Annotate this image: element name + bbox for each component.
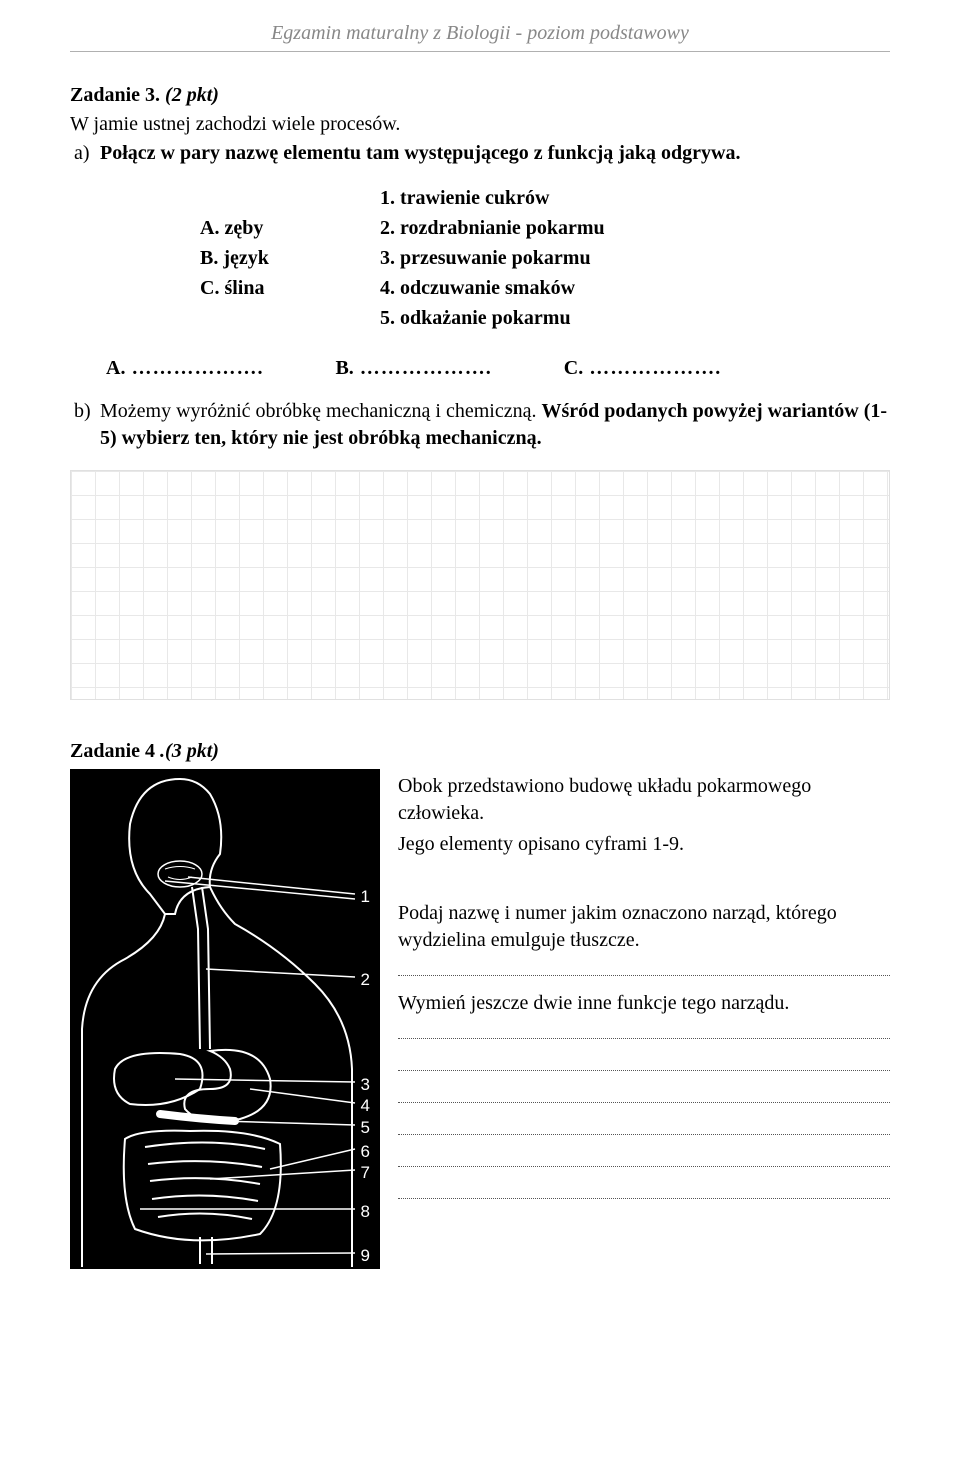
- answer-line[interactable]: [398, 958, 890, 976]
- task4-right: Obok przedstawiono budowę układu pokarmo…: [380, 769, 890, 1213]
- answer-line[interactable]: [398, 1149, 890, 1167]
- task3-intro: W jamie ustnej zachodzi wiele procesów.: [70, 111, 890, 138]
- task3-points: (2 pkt): [165, 84, 219, 106]
- right-item-2: 2. rozdrabnianie pokarmu: [380, 213, 700, 243]
- answer-C-label: C.: [564, 355, 583, 382]
- fig-label-1: 1: [361, 886, 370, 909]
- task3-subtask-b: b) Możemy wyróżnić obróbkę mechaniczną i…: [70, 398, 890, 452]
- left-item-C: C. ślina: [200, 273, 380, 303]
- right-item-4: 4. odczuwanie smaków: [380, 273, 700, 303]
- digestive-figure: 1 2 3 4 5 6 7 8 9: [70, 769, 380, 1269]
- answer-line[interactable]: [398, 1021, 890, 1039]
- task4-prompt1: Podaj nazwę i numer jakim oznaczono narz…: [398, 900, 890, 954]
- fig-label-5: 5: [361, 1117, 370, 1140]
- answer-C-dots: ……………….: [589, 355, 721, 382]
- answer-line[interactable]: [398, 1053, 890, 1071]
- answer-line[interactable]: [398, 1117, 890, 1135]
- right-item-5: 5. odkażanie pokarmu: [380, 303, 700, 333]
- subtask-a-body: Połącz w pary nazwę elementu tam występu…: [100, 140, 890, 167]
- task-3: Zadanie 3. (2 pkt) W jamie ustnej zachod…: [70, 82, 890, 700]
- fig-label-7: 7: [361, 1162, 370, 1185]
- fig-label-2: 2: [361, 969, 370, 992]
- fig-label-6: 6: [361, 1141, 370, 1164]
- task-4: Zadanie 4 .(3 pkt): [70, 738, 890, 1269]
- fig-label-9: 9: [361, 1245, 370, 1268]
- answer-A[interactable]: A. ……………….: [106, 355, 263, 382]
- page-header: Egzamin maturalny z Biologii - poziom po…: [70, 20, 890, 52]
- task4-text2: Jego elementy opisano cyframi 1-9.: [398, 831, 890, 858]
- left-item-A: A. zęby: [200, 213, 380, 243]
- task4-prompt2: Wymień jeszcze dwie inne funkcje tego na…: [398, 990, 890, 1017]
- answer-B[interactable]: B. ……………….: [335, 355, 491, 382]
- answer-C[interactable]: C. ……………….: [564, 355, 721, 382]
- task4-title: Zadanie 4: [70, 740, 155, 762]
- answer-line[interactable]: [398, 1181, 890, 1199]
- answer-A-dots: ……………….: [131, 355, 263, 382]
- right-item-1: 1. trawienie cukrów: [380, 183, 700, 213]
- task3-subtask-a: a) Połącz w pary nazwę elementu tam wyst…: [70, 140, 890, 167]
- subtask-b-letter: b): [70, 398, 100, 452]
- answer-line[interactable]: [398, 1085, 890, 1103]
- fig-label-8: 8: [361, 1201, 370, 1224]
- match-columns: A. zęby B. język C. ślina 1. trawienie c…: [200, 183, 890, 333]
- task3-title: Zadanie 3.: [70, 84, 160, 106]
- match-right: 1. trawienie cukrów 2. rozdrabnianie pok…: [380, 183, 700, 333]
- answer-B-label: B.: [335, 355, 353, 382]
- answer-row: A. ………………. B. ………………. C. ……………….: [106, 355, 890, 382]
- task4-text1: Obok przedstawiono budowę układu pokarmo…: [398, 773, 890, 827]
- fig-label-3: 3: [361, 1074, 370, 1097]
- subtask-a-letter: a): [70, 140, 100, 167]
- right-item-3: 3. przesuwanie pokarmu: [380, 243, 700, 273]
- subtask-b-text-plain: Możemy wyróżnić obróbkę mechaniczną i ch…: [100, 400, 541, 422]
- digestive-svg: [70, 769, 380, 1269]
- answer-B-dots: ……………….: [360, 355, 492, 382]
- subtask-b-body: Możemy wyróżnić obróbkę mechaniczną i ch…: [100, 398, 890, 452]
- task4-points: .(3 pkt): [160, 740, 219, 762]
- answer-A-label: A.: [106, 355, 125, 382]
- match-left: A. zęby B. język C. ślina: [200, 183, 380, 333]
- left-item-B: B. język: [200, 243, 380, 273]
- answer-grid[interactable]: [70, 470, 890, 700]
- fig-label-4: 4: [361, 1095, 370, 1118]
